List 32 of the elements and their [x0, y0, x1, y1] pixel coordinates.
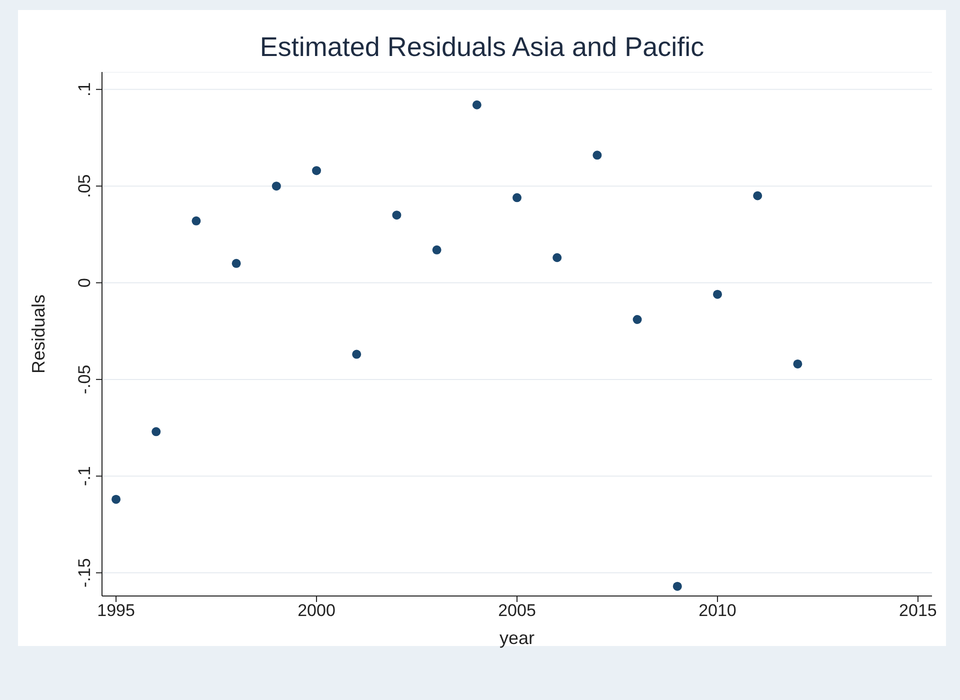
point [232, 258, 241, 268]
point [472, 100, 482, 110]
x-tick-label: 1995 [97, 601, 135, 620]
x-tick-label: 2010 [698, 601, 736, 620]
y-tick-label: .1 [75, 82, 94, 96]
point [632, 315, 642, 324]
y-tick-label: -.1 [75, 466, 94, 486]
x-tick-label: 2015 [899, 601, 937, 620]
y-axis-title: Residuals [28, 294, 48, 374]
y-tick-label: -.15 [75, 558, 94, 588]
point [192, 216, 201, 226]
point [712, 290, 722, 299]
point [432, 245, 442, 254]
point [272, 182, 281, 191]
point [753, 191, 762, 200]
point [512, 193, 522, 202]
x-axis-title: year [499, 628, 535, 648]
x-tick-label: 2005 [498, 601, 536, 620]
point [392, 210, 402, 220]
chart-title: Estimated Residuals Asia and Pacific [258, 32, 706, 64]
point [552, 253, 562, 262]
point [312, 166, 322, 176]
y-tick-label: 0 [75, 278, 94, 288]
y-tick-label: .05 [75, 174, 94, 198]
point [112, 494, 121, 504]
x-tick-label: 2000 [298, 601, 336, 620]
point [592, 150, 602, 160]
point [152, 427, 161, 436]
y-tick-label: -.05 [75, 364, 94, 394]
point [793, 359, 802, 368]
point [672, 582, 682, 591]
point [352, 350, 362, 359]
